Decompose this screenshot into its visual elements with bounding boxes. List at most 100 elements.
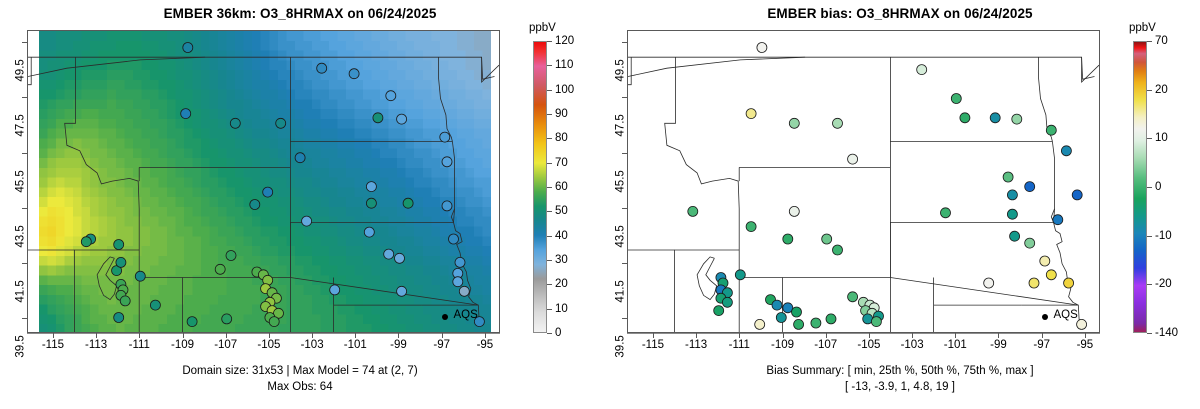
observation-marker[interactable]	[273, 307, 284, 319]
observation-marker[interactable]	[365, 181, 377, 193]
observation-marker[interactable]	[793, 318, 805, 330]
observation-marker[interactable]	[1052, 214, 1064, 226]
observation-marker[interactable]	[441, 200, 453, 212]
observation-marker[interactable]	[734, 269, 746, 281]
observation-marker[interactable]	[396, 285, 408, 297]
observation-marker[interactable]	[810, 317, 822, 329]
observation-marker[interactable]	[791, 306, 802, 318]
observation-marker[interactable]	[713, 305, 725, 317]
observation-marker[interactable]	[940, 207, 951, 219]
observation-marker[interactable]	[394, 252, 405, 264]
observation-marker[interactable]	[788, 117, 800, 129]
observation-marker[interactable]	[385, 90, 397, 102]
observation-marker[interactable]	[441, 156, 453, 168]
observation-marker[interactable]	[383, 248, 395, 260]
observation-marker[interactable]	[182, 42, 194, 53]
observation-marker[interactable]	[186, 316, 198, 328]
observation-marker[interactable]	[473, 316, 485, 328]
observation-markers[interactable]	[80, 42, 485, 328]
boundary-line	[628, 57, 632, 86]
observation-marker[interactable]	[870, 316, 882, 328]
observation-marker[interactable]	[756, 42, 768, 53]
observation-marker[interactable]	[294, 152, 306, 164]
observation-marker[interactable]	[1028, 277, 1040, 289]
observation-marker[interactable]	[396, 113, 408, 125]
observation-markers[interactable]	[687, 42, 1088, 330]
observation-marker[interactable]	[1024, 181, 1036, 193]
map-plot-bias[interactable]: AQS	[627, 30, 1100, 333]
observation-marker[interactable]	[989, 112, 1001, 124]
observation-marker[interactable]	[1011, 113, 1023, 125]
map-plot-model[interactable]: AQS	[27, 30, 500, 333]
observation-marker[interactable]	[458, 285, 470, 297]
observation-marker[interactable]	[782, 302, 794, 314]
observation-marker[interactable]	[1006, 189, 1018, 201]
boundary-line	[437, 57, 453, 142]
observation-marker[interactable]	[301, 215, 313, 227]
observation-marker[interactable]	[1045, 269, 1057, 281]
observation-marker[interactable]	[745, 108, 757, 119]
observation-marker[interactable]	[1060, 145, 1072, 157]
observation-marker[interactable]	[221, 313, 233, 325]
observation-marker[interactable]	[365, 197, 377, 209]
observation-marker[interactable]	[959, 112, 971, 124]
observation-marker[interactable]	[1009, 230, 1021, 242]
observation-marker[interactable]	[113, 239, 125, 250]
observation-marker[interactable]	[348, 68, 360, 80]
observation-marker[interactable]	[363, 226, 375, 238]
observation-marker[interactable]	[180, 108, 192, 119]
observation-marker[interactable]	[847, 153, 859, 165]
observation-marker[interactable]	[134, 270, 146, 282]
observation-marker[interactable]	[782, 233, 794, 245]
y-tick-label: 47.5	[614, 114, 626, 138]
observation-marker[interactable]	[832, 117, 843, 129]
observation-marker[interactable]	[1076, 318, 1088, 330]
observation-marker[interactable]	[821, 233, 833, 245]
observation-marker[interactable]	[775, 312, 787, 323]
observation-marker[interactable]	[916, 64, 928, 75]
observation-marker[interactable]	[1024, 237, 1036, 249]
observation-marker[interactable]	[1071, 189, 1083, 201]
observation-marker[interactable]	[754, 318, 766, 330]
observation-marker[interactable]	[687, 205, 699, 217]
aqs-legend-label: AQS	[1053, 309, 1078, 322]
observation-marker[interactable]	[1002, 171, 1014, 183]
x-tick-label: -101	[343, 339, 367, 351]
observation-marker[interactable]	[722, 296, 733, 308]
observation-marker[interactable]	[1063, 277, 1075, 289]
observation-marker[interactable]	[80, 236, 92, 248]
observation-marker[interactable]	[214, 263, 226, 275]
observation-marker[interactable]	[1006, 208, 1018, 220]
panel-bias: EMBER bias: O3_8HRMAX on 06/24/2025 AQS …	[600, 0, 1200, 409]
observation-marker[interactable]	[316, 62, 328, 74]
x-tick	[268, 333, 270, 338]
observation-marker[interactable]	[225, 250, 237, 261]
observation-marker[interactable]	[249, 199, 261, 210]
observation-marker[interactable]	[275, 117, 287, 129]
observation-marker[interactable]	[329, 284, 341, 296]
observation-marker[interactable]	[983, 277, 995, 289]
observation-marker[interactable]	[452, 276, 464, 288]
observation-marker[interactable]	[439, 131, 451, 143]
observation-marker[interactable]	[950, 93, 962, 104]
observation-marker[interactable]	[771, 299, 783, 311]
x-axis-bias: -115 -113 -111 -109 -107 -105 -103 -101 -99 -97 -9…	[627, 333, 1100, 359]
observation-marker[interactable]	[454, 256, 466, 268]
observation-marker[interactable]	[268, 316, 280, 328]
observation-marker[interactable]	[402, 197, 414, 209]
observation-marker[interactable]	[115, 256, 127, 268]
observation-marker[interactable]	[1039, 255, 1051, 267]
observation-marker[interactable]	[1045, 124, 1057, 136]
observation-marker[interactable]	[788, 205, 800, 217]
observation-marker[interactable]	[262, 186, 274, 198]
observation-marker[interactable]	[150, 299, 161, 311]
observation-marker[interactable]	[847, 291, 859, 303]
observation-marker[interactable]	[113, 312, 125, 323]
observation-marker[interactable]	[832, 244, 843, 256]
observation-marker[interactable]	[448, 233, 459, 245]
observation-marker[interactable]	[229, 117, 241, 129]
observation-marker[interactable]	[825, 313, 837, 325]
observation-marker[interactable]	[745, 221, 757, 233]
observation-marker[interactable]	[372, 112, 384, 124]
observation-marker[interactable]	[119, 295, 131, 307]
